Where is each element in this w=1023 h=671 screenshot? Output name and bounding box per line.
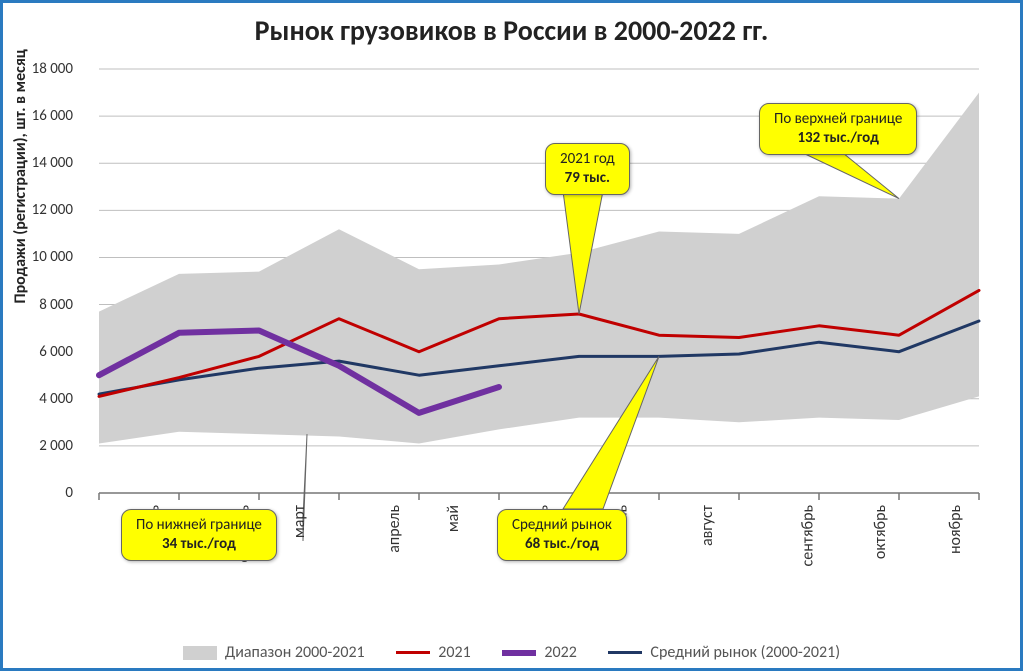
legend-line-2021 [396,651,430,654]
y-tick-label: 4 000 [39,390,73,408]
x-tick-label: март [290,505,309,538]
legend-label-range: Диапазон 2000-2021 [225,643,365,662]
x-tick-label: ноябрь [946,505,965,554]
callout-lower: По нижней границе 34 тыс./год [121,509,277,561]
callout-upper: По верхней границе 132 тыс./год [759,103,917,155]
y-tick-label: 14 000 [32,154,73,172]
legend-line-2022 [502,650,536,656]
x-tick-label: август [698,505,717,546]
x-tick-label: май [444,505,463,532]
x-tick-label: октябрь [871,505,890,559]
chart-title: Рынок грузовиков в России в 2000-2022 гг… [3,13,1020,48]
callout-2021-line2: 79 тыс. [565,169,610,187]
y-tick-label: 10 000 [32,248,73,266]
legend-label-2021: 2021 [438,643,470,662]
y-tick-label: 12 000 [32,201,73,219]
callout-avg-line2: 68 тыс./год [525,535,599,553]
y-tick-label: 8 000 [39,296,73,314]
callout-avg-line1: Средний рынок [512,516,612,534]
legend-item-2022: 2022 [502,643,576,662]
legend-item-2021: 2021 [396,643,470,662]
x-tick-label: апрель [385,505,404,553]
callout-2021: 2021 год 79 тыс. [545,143,630,195]
callout-2021-line1: 2021 год [560,150,615,168]
legend-line-avg [608,651,642,654]
y-tick-label: 18 000 [32,60,73,78]
y-tick-label: 0 [65,484,73,502]
callout-upper-line1: По верхней границе [774,110,902,128]
y-axis-label: Продажи (регистрации), шт. в месяц [11,49,30,303]
legend-swatch-range [183,646,217,660]
y-tick-label: 6 000 [39,343,73,361]
callout-avg: Средний рынок 68 тыс./год [497,509,627,561]
callout-lower-line1: По нижней границе [136,516,262,534]
legend: Диапазон 2000-2021 2021 2022 Средний рын… [3,642,1020,662]
x-tick-label: сентябрь [798,505,817,566]
callout-lower-line2: 34 тыс./год [162,535,236,553]
legend-item-avg: Средний рынок (2000-2021) [608,643,840,662]
y-tick-label: 2 000 [39,437,73,455]
chart-frame: Рынок грузовиков в России в 2000-2022 гг… [0,0,1023,671]
callout-upper-line2: 132 тыс./год [797,129,878,147]
y-tick-label: 16 000 [32,107,73,125]
legend-item-range: Диапазон 2000-2021 [183,643,365,662]
legend-label-avg: Средний рынок (2000-2021) [650,643,840,662]
legend-label-2022: 2022 [544,643,576,662]
